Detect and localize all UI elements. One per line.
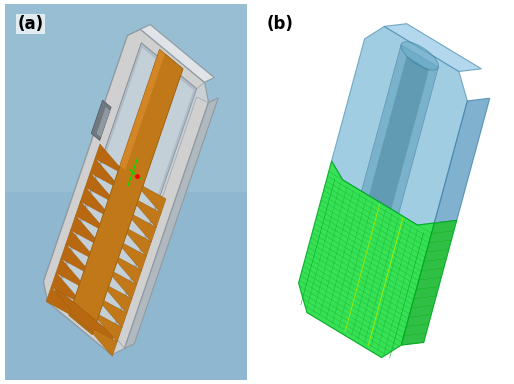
Polygon shape	[55, 43, 197, 341]
Text: (a): (a)	[17, 15, 43, 33]
Polygon shape	[124, 98, 218, 349]
Polygon shape	[111, 82, 208, 355]
Polygon shape	[107, 286, 132, 313]
Polygon shape	[90, 158, 115, 185]
Polygon shape	[140, 25, 214, 82]
Polygon shape	[44, 29, 208, 355]
Polygon shape	[59, 48, 193, 336]
Polygon shape	[85, 172, 109, 200]
Polygon shape	[132, 215, 156, 242]
Polygon shape	[332, 26, 467, 225]
Polygon shape	[69, 50, 183, 334]
Polygon shape	[51, 273, 76, 300]
Polygon shape	[52, 288, 114, 347]
Text: (b): (b)	[267, 15, 294, 33]
Polygon shape	[141, 186, 166, 214]
Polygon shape	[117, 258, 142, 285]
Polygon shape	[76, 201, 100, 228]
Polygon shape	[95, 144, 119, 171]
Polygon shape	[70, 215, 95, 243]
Polygon shape	[127, 229, 152, 256]
Polygon shape	[122, 243, 146, 271]
Polygon shape	[46, 287, 71, 314]
Polygon shape	[120, 50, 165, 170]
Polygon shape	[299, 161, 434, 358]
Polygon shape	[80, 187, 105, 214]
Polygon shape	[401, 220, 457, 345]
Polygon shape	[98, 315, 122, 342]
Polygon shape	[102, 301, 127, 328]
Polygon shape	[434, 98, 490, 223]
Polygon shape	[401, 42, 438, 70]
Polygon shape	[369, 56, 429, 209]
Polygon shape	[66, 230, 90, 257]
Polygon shape	[97, 107, 110, 137]
Polygon shape	[91, 100, 111, 141]
Polygon shape	[56, 258, 81, 285]
Polygon shape	[5, 4, 247, 380]
Polygon shape	[61, 244, 85, 271]
Polygon shape	[112, 272, 137, 299]
Polygon shape	[384, 24, 482, 71]
Polygon shape	[361, 45, 438, 214]
Polygon shape	[137, 200, 161, 228]
Polygon shape	[93, 329, 117, 356]
Polygon shape	[5, 4, 247, 192]
